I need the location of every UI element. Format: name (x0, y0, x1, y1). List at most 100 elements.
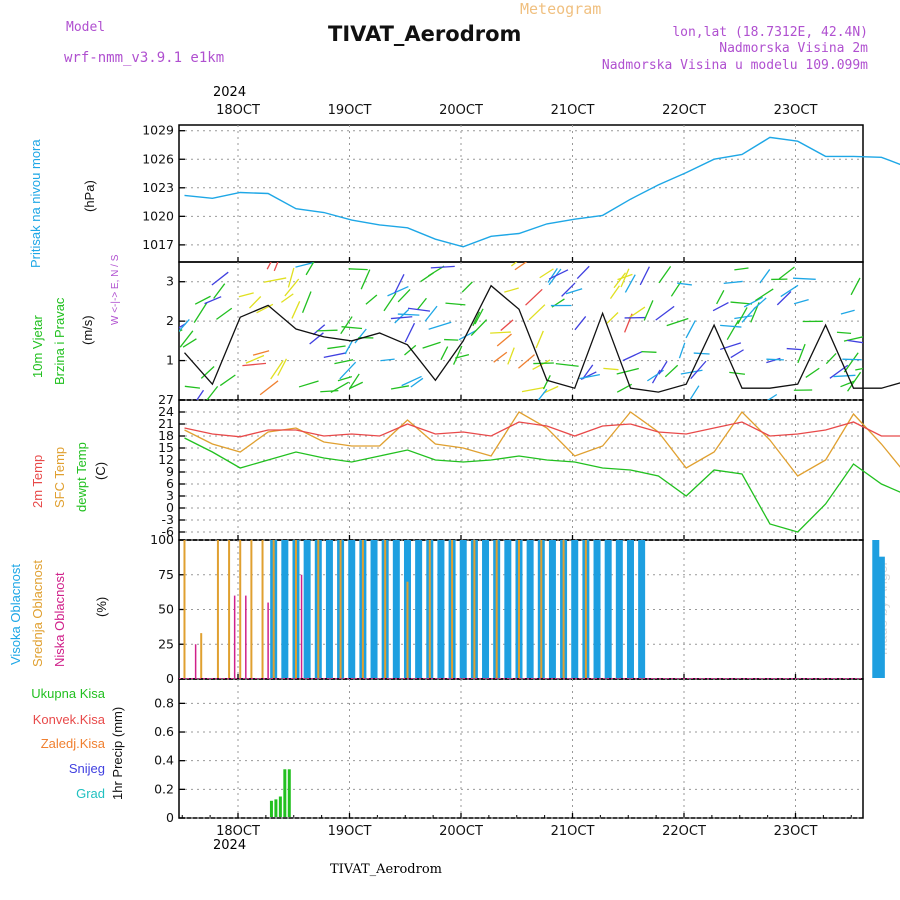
wind-arrow (184, 385, 201, 389)
wind-arrow (685, 320, 696, 339)
wind-arrow (622, 350, 643, 362)
wind-arrow (252, 350, 270, 356)
wind-arrow (741, 306, 757, 323)
wind-arrow (855, 367, 863, 371)
ytick-label-2--3: -3 (162, 512, 174, 527)
precip-bar (278, 796, 282, 817)
wind-arrow (759, 269, 771, 284)
wind-speed-line (184, 284, 900, 393)
ytick-label-2-18: 18 (158, 428, 174, 443)
model-elevation-text: Nadmorska Visina u modelu 109.099m (601, 58, 868, 73)
ytick-label-2-27: 27 (158, 392, 174, 407)
cloud-bar-2 (267, 602, 269, 678)
wind-arrow (542, 375, 551, 390)
elevation-text: Nadmorska Visina 2m (719, 41, 868, 56)
cloud-bar-0 (526, 540, 534, 678)
ytick-label-2--6: -6 (162, 524, 175, 539)
pressure-line (184, 136, 900, 248)
wind-arrow (528, 304, 546, 321)
wind-arrow (726, 319, 740, 340)
wind-arrow (624, 274, 636, 293)
wind-arrow (753, 297, 767, 310)
wind-arrow (579, 373, 600, 380)
wind-arrow (525, 288, 543, 306)
wind-arrow (574, 316, 587, 331)
model-name: wrf-nmm_v3.9.1 e1km (64, 50, 225, 66)
wind-arrow (895, 388, 900, 403)
wind-arrow (609, 285, 620, 299)
cloud-bar-0 (415, 540, 423, 678)
wind-arrow (397, 289, 411, 303)
wind-arrow (380, 358, 395, 362)
wind-arrow (507, 347, 515, 365)
wind-arrow (510, 262, 518, 267)
cloud-bar-1 (384, 540, 387, 678)
wind-arrow (606, 312, 619, 324)
xtick-label-bottom-18OCT: 18OCT (216, 824, 260, 839)
ytick-label-2-12: 12 (158, 452, 174, 467)
wind-arrow (219, 374, 236, 387)
xtick-label-top-18OCT: 18OCT (216, 103, 260, 118)
xtick-label-top-20OCT: 20OCT (439, 103, 483, 118)
wind-arrow (316, 329, 338, 332)
wind-arrow (309, 332, 324, 345)
xtick-label-bottom-20OCT: 20OCT (439, 824, 483, 839)
wind-arrow (349, 381, 364, 390)
wind-arrow (892, 267, 900, 272)
wind-arrow (603, 367, 619, 371)
ytick-label-0-1020: 1020 (142, 208, 174, 223)
cloud-bar-0 (459, 540, 467, 678)
wind-arrow (576, 265, 590, 279)
wind-arrow (539, 268, 554, 279)
wind-arrow (383, 292, 397, 312)
cloud-bar-1 (261, 540, 264, 678)
cloud-bar-1 (183, 540, 186, 678)
ytick-label-2-0: 0 (166, 500, 174, 515)
wind-arrow (320, 389, 339, 393)
wind-arrow (360, 269, 371, 290)
cloud-bar-0 (593, 540, 601, 678)
wind-arrow (847, 339, 863, 344)
wind-arrow (843, 352, 859, 373)
wind-arrow (445, 302, 466, 306)
wind-arrow (876, 294, 886, 311)
wind-arrow (730, 349, 744, 359)
wind-arrow (339, 361, 357, 380)
wind-arrow (729, 371, 746, 375)
wind-arrow (896, 380, 900, 382)
wind-arrow (850, 277, 861, 296)
wind-arrow (284, 278, 300, 297)
wind-arrow (767, 393, 778, 400)
wind-arrow (259, 380, 279, 396)
wind-arrow (287, 267, 295, 288)
wind-arrow (204, 296, 222, 305)
cloud-bar-0 (303, 540, 311, 678)
wind-arrow (658, 266, 672, 284)
precip-bar (269, 800, 273, 817)
ytick-label-3-0: 0 (166, 671, 174, 686)
xtick-label-bottom-23OCT: 23OCT (774, 824, 818, 839)
wind-arrow (330, 381, 349, 394)
wind-arrow (514, 262, 528, 271)
wind-arrow (843, 336, 863, 342)
wind-arrows (179, 262, 900, 403)
wind-arrow (500, 319, 514, 332)
ytick-label-2-24: 24 (158, 404, 174, 419)
precip-bar (287, 769, 291, 817)
cloud-bar-2 (245, 595, 247, 678)
ytick-label-0-1017: 1017 (142, 237, 174, 252)
wind-arrow (537, 388, 548, 400)
panel-frame-2 (178, 399, 864, 541)
wind-arrow (490, 331, 511, 334)
wind-arrow (894, 344, 900, 357)
wind-arrow (291, 301, 301, 319)
cloud-bar-1 (239, 540, 242, 678)
xtick-label-top-21OCT: 21OCT (551, 103, 595, 118)
cloud-bar-0 (877, 556, 885, 678)
ytick-label-4-0.4: 0.4 (154, 753, 174, 768)
wind-arrow (430, 265, 455, 269)
wind-arrow (404, 322, 416, 343)
wind-arrow (182, 338, 197, 348)
wind-arrow (641, 350, 657, 353)
wind-arrow (678, 342, 686, 359)
